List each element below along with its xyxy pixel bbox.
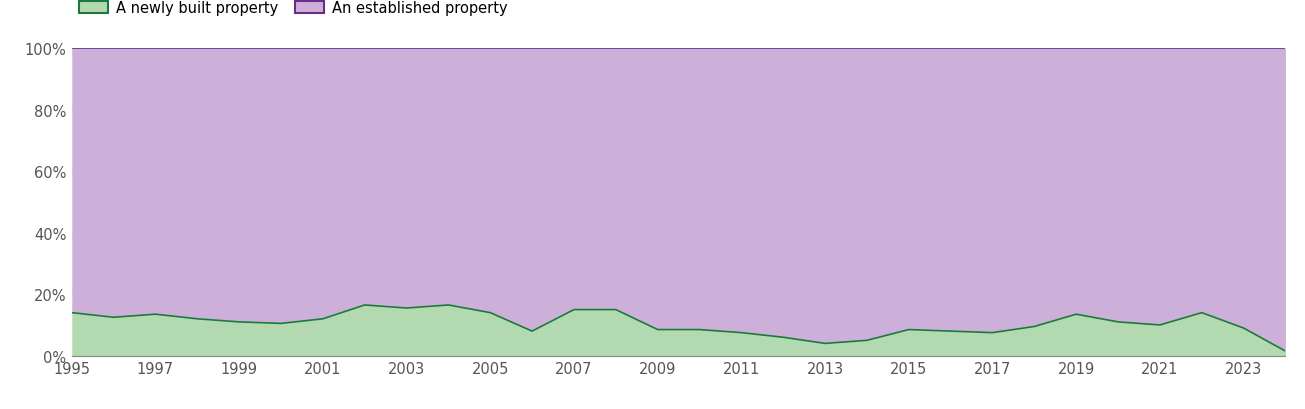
Legend: A newly built property, An established property: A newly built property, An established p… bbox=[80, 1, 508, 16]
